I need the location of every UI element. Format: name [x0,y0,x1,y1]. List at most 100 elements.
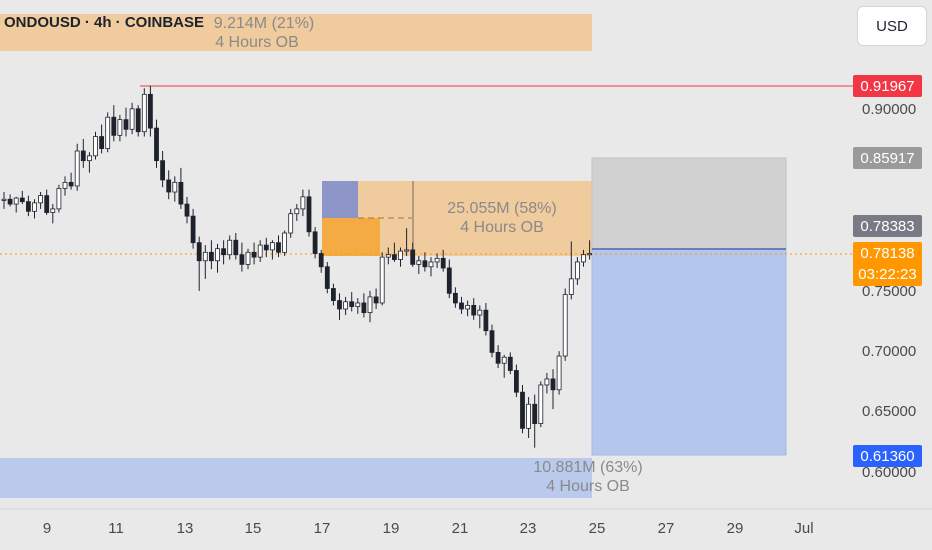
candle-body [276,242,281,253]
candle-body [87,155,92,162]
bar-countdown: 03:22:23 [858,266,917,283]
target-price-tag: 0.61360 [853,445,922,467]
candle-body [166,179,172,193]
candle-body [587,253,592,256]
candle-body [312,231,318,254]
candle-body [330,288,336,301]
order-block-bottom [0,458,592,498]
candle-body [507,356,513,371]
y-tick: 0.60000 [862,464,917,481]
x-tick: 23 [519,520,537,537]
symbol-title: ONDOUSD · 4h · COINBASE [4,14,205,31]
candle-body [434,257,440,263]
candle-body [422,260,428,268]
candle-body [514,370,519,393]
candle-body [190,215,196,244]
candle-body [373,296,379,304]
candle-body [337,300,342,310]
order-block-top [0,14,592,51]
candle-body [74,150,80,187]
candle-body [282,232,288,253]
x-tick: 13 [176,520,194,537]
order-block-bottom-timeframe: 4 Hours OB [546,478,630,495]
order-block-middle-inner [322,218,380,256]
candle-body [1,198,7,201]
candle-body [459,302,464,310]
candle-body [129,108,135,130]
candle-body [154,127,159,162]
order-block-bottom-volume: 10.881M (63%) [533,459,643,476]
candle-body [215,248,220,262]
candle-body [318,253,324,268]
candle-body [50,208,56,213]
order-block-top-label: 9.214M (21%) 4 Hours OB [192,14,322,52]
candle-body [324,266,330,289]
x-tick: 27 [657,520,675,537]
candle-body [233,239,239,256]
candle-body [550,378,556,391]
candle-body [355,302,361,307]
candle-body [251,251,257,258]
candle-body [123,119,129,130]
candle-body [575,261,580,280]
candle-body [501,356,507,364]
candle-body [56,187,62,210]
candle-series [1,85,592,448]
candle-body [410,249,416,265]
candle-body [404,249,410,252]
candle-body [239,254,245,265]
candle-body [562,294,568,357]
candle-body [99,136,104,149]
y-tick: 0.75000 [862,283,917,300]
candle-body [349,301,355,307]
order-block-middle-accent [322,181,358,218]
candle-body [111,116,117,136]
x-tick: 11 [108,520,124,537]
stop-price-tag: 0.85917 [853,147,922,169]
candle-body [452,292,458,304]
x-tick: 19 [382,520,400,537]
candle-body [135,108,141,133]
order-block-top-timeframe: 4 Hours OB [215,34,299,51]
candle-body [416,260,422,265]
candle-body [117,119,123,136]
resistance-price-tag: 0.91967 [853,75,922,97]
candle-body [483,309,489,332]
candle-body [25,201,31,212]
x-tick: 17 [313,520,331,537]
candle-body [306,196,312,233]
candle-body [141,93,147,133]
candle-body [385,254,391,258]
candle-body [202,251,208,262]
candle-body [300,196,306,210]
candle-body [221,248,227,256]
candle-body [7,198,13,205]
candle-body [288,213,294,234]
candle-body [379,256,385,304]
candle-body [477,309,483,316]
candle-body [398,250,403,260]
y-tick: 0.70000 [862,343,917,360]
candle-body [13,197,19,205]
candle-body [581,254,586,263]
candle-body [471,304,477,316]
y-tick: 0.65000 [862,403,917,420]
currency-button[interactable]: USD [857,6,927,46]
candle-body [93,136,98,157]
candle-body [495,352,501,364]
candle-body [556,355,562,391]
candle-body [196,242,202,262]
x-tick: 25 [588,520,606,537]
candle-body [62,181,68,189]
candle-body [208,251,214,262]
candle-body [294,208,300,215]
order-block-bottom-label: 10.881M (63%) 4 Hours OB [518,458,658,496]
candle-body [269,242,275,251]
candle-body [391,254,397,260]
x-tick: 29 [726,520,744,537]
candle-body [538,384,544,424]
candle-body [32,202,37,212]
candle-body [367,296,373,314]
